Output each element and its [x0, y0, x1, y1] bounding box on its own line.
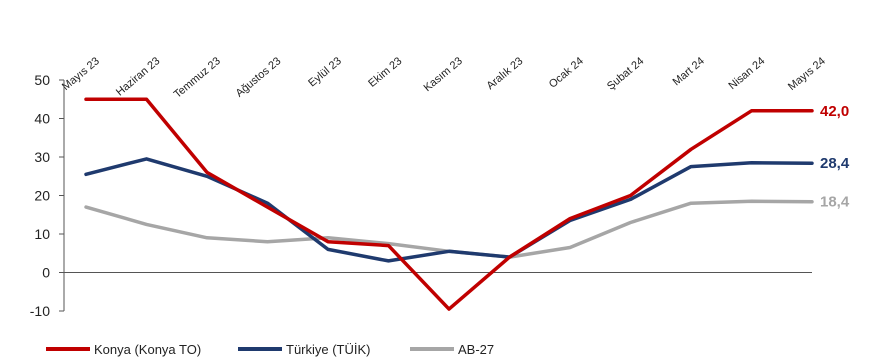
- y-axis-ticks: [59, 79, 64, 312]
- x-tick-label: Nisan 24: [726, 55, 767, 92]
- end-labels: 42,0 28,4 18,4: [820, 103, 850, 211]
- x-tick-label: Mart 24: [671, 55, 707, 88]
- x-tick-label: Ocak 24: [547, 55, 586, 91]
- y-tick-label: 20: [34, 188, 50, 204]
- series-end-label: 28,4: [820, 155, 850, 172]
- x-tick-label: Ekim 23: [366, 55, 404, 90]
- x-tick-label: Temmuz 23: [172, 55, 223, 101]
- x-tick-label: Kasım 23: [422, 55, 465, 94]
- x-tick-label: Mayıs 24: [786, 55, 828, 93]
- y-tick-label: 40: [34, 111, 50, 127]
- series-line: [84, 199, 814, 259]
- x-tick-label: Şubat 24: [605, 55, 646, 93]
- x-tick-label: Aralık 23: [484, 55, 525, 92]
- y-tick-label: 50: [34, 72, 50, 88]
- legend-label-ab27: AB-27: [458, 341, 495, 357]
- legend-item-turkiye: Türkiye (TÜİK): [238, 338, 371, 360]
- x-tick-label: Haziran 23: [114, 55, 162, 98]
- y-tick-label: -10: [30, 303, 50, 319]
- legend-swatch-konya: [46, 347, 90, 351]
- legend: Konya (Konya TO) Türkiye (TÜİK) AB-27: [0, 338, 869, 362]
- x-tick-label: Mayıs 23: [60, 55, 102, 93]
- series-end-label: 18,4: [820, 194, 850, 211]
- y-axis-labels: 50 40 30 20 10 0 -10: [30, 72, 50, 319]
- y-tick-label: 0: [42, 265, 50, 281]
- series-line: [84, 97, 814, 311]
- legend-swatch-turkiye: [238, 347, 282, 351]
- legend-item-konya: Konya (Konya TO): [46, 338, 201, 360]
- legend-item-ab27: AB-27: [410, 338, 494, 360]
- legend-label-konya: Konya (Konya TO): [94, 341, 202, 357]
- series-end-label: 42,0: [820, 103, 849, 120]
- series-line: [84, 157, 814, 263]
- legend-label-turkiye: Türkiye (TÜİK): [286, 341, 371, 357]
- y-tick-label: 10: [34, 226, 50, 242]
- series-lines: [84, 97, 814, 311]
- legend-swatch-ab27: [410, 347, 454, 351]
- x-tick-label: Ağustos 23: [234, 55, 284, 100]
- y-tick-label: 30: [34, 149, 50, 165]
- x-tick-label: Eylül 23: [306, 55, 344, 89]
- x-axis-labels: Mayıs 23 Haziran 23 Temmuz 23 Ağustos 23 Eyl…: [60, 55, 828, 101]
